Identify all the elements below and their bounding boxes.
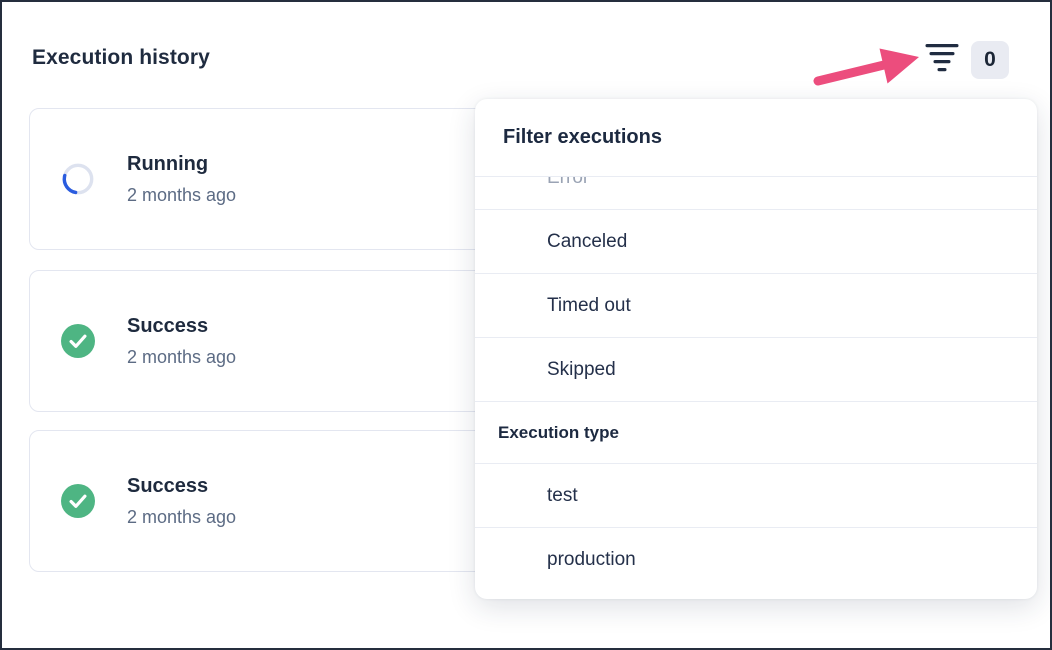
filter-option-test[interactable]: test (475, 464, 1037, 528)
filter-button[interactable] (923, 44, 961, 76)
filter-option-error[interactable]: Error (547, 177, 590, 188)
execution-status: Success (127, 314, 209, 337)
execution-status: Running (127, 152, 209, 175)
execution-time: 2 months ago (127, 506, 237, 527)
filter-menu-title: Filter executions (475, 99, 1037, 177)
filter-option-timed-out[interactable]: Timed out (475, 274, 1037, 338)
execution-status: Success (127, 474, 209, 497)
check-circle-icon (61, 324, 95, 358)
execution-time: 2 months ago (127, 346, 237, 367)
execution-time: 2 months ago (127, 184, 237, 205)
check-circle-icon (61, 484, 95, 518)
execution-type-section-label: Execution type (475, 402, 1037, 464)
filter-icon (925, 44, 959, 76)
filter-option-production[interactable]: production (547, 549, 636, 570)
status-options-scroll-clip: Error (475, 177, 1037, 210)
page-title: Execution history (32, 46, 210, 69)
filter-option-skipped[interactable]: Skipped (475, 338, 1037, 402)
filter-executions-menu: Filter executions Error Canceled Timed o… (475, 99, 1037, 599)
annotation-arrow-icon (813, 48, 919, 86)
spinner-icon (61, 162, 95, 196)
filter-option-canceled[interactable]: Canceled (475, 210, 1037, 274)
filter-count-badge: 0 (971, 41, 1009, 79)
